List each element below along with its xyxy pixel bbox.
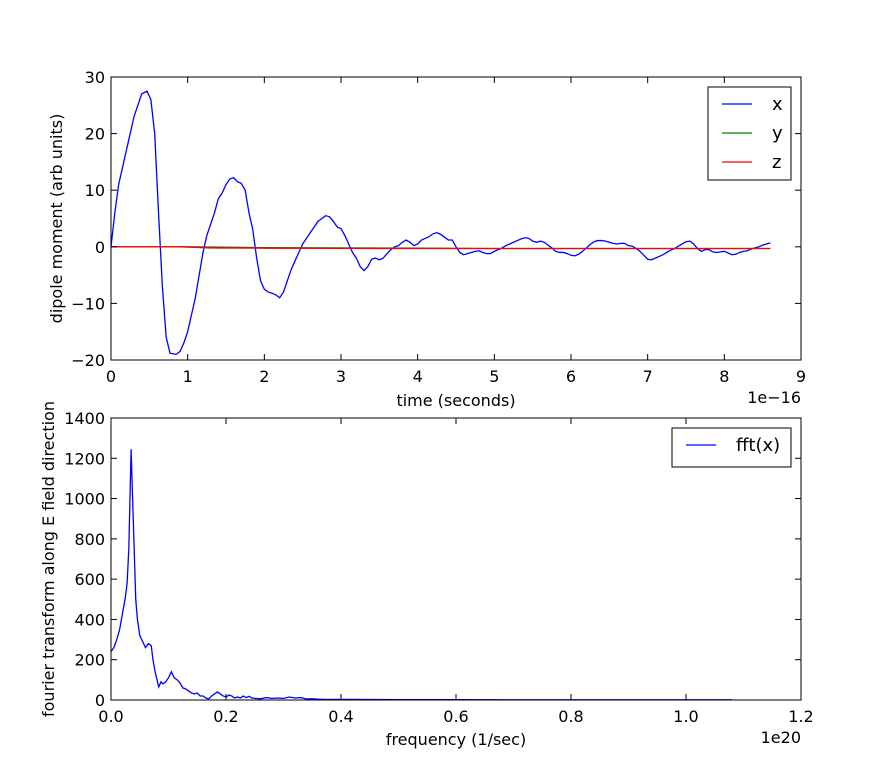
dipole-x-tick-label: 9 [796,367,806,386]
dipole-series-group [110,90,771,356]
fft-y-tick-label: 0 [95,691,105,710]
fft-y-tick-label: 1200 [64,449,105,468]
dipole-x-tick-label: 4 [413,367,423,386]
dipole-x-tick-label: 0 [106,367,116,386]
dipole-x-offset-label: 1e−16 [747,388,801,407]
dipole-legend: xyz [707,86,792,181]
dipole-x-tick-label: 2 [259,367,269,386]
fft-x-axis-label: frequency (1/sec) [386,730,526,749]
dipole-y-tick-label: 20 [85,125,105,144]
dipole-y-tick-label: −20 [71,351,105,370]
fft-y-tick-label: 200 [74,651,105,670]
fft-y-tick-label: 800 [74,530,105,549]
dipole-y-ticks: −20 −10 0 10 20 30 [71,68,801,370]
fft-y-tick-label: 1400 [64,409,105,428]
fft-x-ticks: 0.0 0.2 0.4 0.6 0.8 1.0 1.2 [98,418,814,726]
fft-legend: fft(x) [671,427,792,468]
fft-x-tick-label: 0.2 [213,707,238,726]
fft-x-tick-label: 0.6 [443,707,468,726]
dipole-x-tick-label: 7 [643,367,653,386]
dipole-x-axis-label: time (seconds) [396,391,515,410]
fft-legend-box [671,427,792,468]
fourier-transform-plot: 0.0 0.2 0.4 0.6 0.8 1.0 1.2 0 200 400 600 800 1000 1… [39,401,814,749]
fft-y-tick-label: 400 [74,610,105,629]
dipole-series-line-z [111,246,771,250]
fft-legend-label: fft(x) [736,435,780,456]
fft-y-tick-label: 600 [74,570,105,589]
dipole-y-tick-label: 0 [95,238,105,257]
dipole-y-tick-label: −10 [71,294,105,313]
fft-x-tick-label: 0.0 [98,707,123,726]
fft-y-axis-label: fourier transform along E field directio… [39,401,58,717]
fft-x-tick-label: 1.0 [673,707,698,726]
fft-y-tick-label: 1000 [64,490,105,509]
fft-series-group [110,449,732,701]
dipole-y-tick-label: 10 [85,181,105,200]
fft-x-tick-label: 1.2 [788,707,813,726]
dipole-x-tick-label: 6 [566,367,576,386]
dipole-legend-label: x [772,94,783,115]
dipole-x-ticks: 0 1 2 3 4 5 6 7 8 9 [106,77,806,386]
fft-x-tick-label: 0.4 [328,707,353,726]
fft-x-tick-label: 0.8 [558,707,583,726]
dipole-plot-frame [110,76,802,361]
dipole-legend-label: y [772,123,783,144]
dipole-x-tick-label: 8 [719,367,729,386]
dipole-y-tick-label: 30 [85,68,105,87]
dipole-x-tick-label: 3 [336,367,346,386]
fft-x-offset-label: 1e20 [761,728,801,747]
dipole-y-axis-label: dipole moment (arb units) [47,114,66,324]
fft-series-line-fftx [110,449,732,701]
dipole-x-tick-label: 5 [489,367,499,386]
dipole-x-tick-label: 1 [183,367,193,386]
dipole-series-line-x [110,90,771,356]
dipole-legend-label: z [772,152,781,173]
fft-y-ticks: 0 200 400 600 800 1000 1200 1400 [64,409,801,710]
